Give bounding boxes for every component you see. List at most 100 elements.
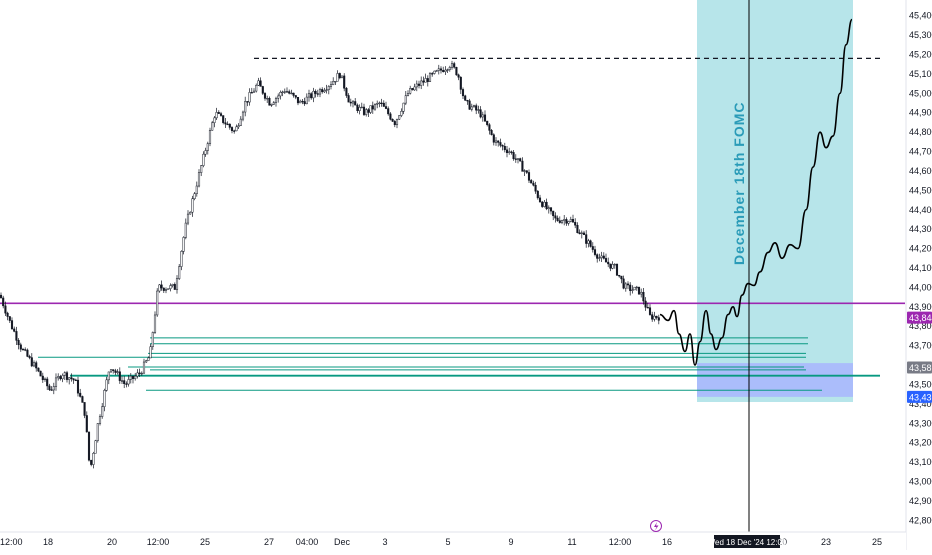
candle-body xyxy=(17,340,20,346)
candle-body xyxy=(380,102,383,104)
price-axis[interactable]: 42,800 42,900 43,000 43,100 43,200 43,300 43,4… xyxy=(905,0,932,550)
lightning-icon-bolt xyxy=(654,522,659,531)
candle-body xyxy=(189,211,192,215)
candle-body xyxy=(123,380,126,384)
candle-body xyxy=(578,232,581,235)
candle-body xyxy=(552,210,555,217)
candle-body xyxy=(274,98,278,103)
candle-body xyxy=(384,106,388,109)
candle-body xyxy=(120,380,124,382)
price-axis-bg xyxy=(906,0,932,550)
price-tick-label: 45,000 xyxy=(909,88,932,98)
price-tick-label: 43,400 xyxy=(909,399,932,409)
candle-body xyxy=(376,103,379,105)
candle-body xyxy=(118,371,121,381)
candle-body xyxy=(576,224,579,233)
candle-body xyxy=(171,284,174,286)
candle-body xyxy=(63,372,66,376)
candle-body xyxy=(365,109,368,115)
candle-body xyxy=(640,291,643,295)
candle-body xyxy=(43,378,47,381)
price-badge xyxy=(907,390,932,403)
time-tick-label: 25 xyxy=(872,537,882,547)
candle-body xyxy=(61,375,64,380)
candles-layer xyxy=(0,60,660,469)
candle-body xyxy=(83,402,86,416)
candle-body xyxy=(389,113,392,120)
candle-body xyxy=(611,264,614,269)
candle-body xyxy=(131,375,135,379)
candle-body xyxy=(409,88,412,94)
candle-body xyxy=(358,106,361,111)
candle-body xyxy=(327,86,330,90)
candle-body xyxy=(21,348,25,351)
candle-body xyxy=(503,146,506,151)
candle-body xyxy=(411,88,414,91)
candle-body xyxy=(477,109,480,111)
time-tick-label: 12:00 xyxy=(147,537,170,547)
candle-body xyxy=(567,221,570,224)
candle-body xyxy=(175,278,179,290)
candle-body xyxy=(497,140,500,143)
time-tick-label: 20 xyxy=(777,537,787,547)
candle-body xyxy=(448,67,451,70)
candle-body xyxy=(272,102,275,105)
candle-body xyxy=(169,285,172,289)
candle-body xyxy=(167,288,170,290)
candle-body xyxy=(314,90,317,94)
candle-body xyxy=(332,81,335,85)
price-tick-label: 44,500 xyxy=(909,185,932,195)
price-tick-label: 42,900 xyxy=(909,496,932,506)
candle-body xyxy=(285,91,289,93)
candle-body xyxy=(283,91,286,93)
candle-body xyxy=(208,130,212,144)
candle-body xyxy=(248,92,251,103)
candle-body xyxy=(149,346,152,359)
candle-body xyxy=(527,172,531,181)
zones-layer xyxy=(697,0,853,402)
time-tick-label: 16 xyxy=(662,537,672,547)
candle-body xyxy=(530,180,533,184)
time-axis[interactable]: 12:00 18 20 12:00 25 27 04:00 Dec 3 5 9 11 12:00 16 20… xyxy=(0,531,906,550)
candle-body xyxy=(103,390,106,407)
candle-body xyxy=(156,290,159,316)
candle-body xyxy=(222,115,225,123)
price-tick-label: 45,200 xyxy=(909,50,932,60)
price-badge-label: 43,587 xyxy=(909,363,932,373)
candle-body xyxy=(90,459,93,465)
candle-body xyxy=(266,98,269,100)
time-tick-label: 20 xyxy=(107,537,117,547)
candle-body xyxy=(193,193,196,199)
candle-body xyxy=(609,263,612,269)
candle-body xyxy=(76,379,80,394)
candle-body xyxy=(116,371,119,373)
candle-body xyxy=(112,369,115,371)
time-tick-label: Dec xyxy=(334,537,351,547)
price-tick-label: 44,100 xyxy=(909,263,932,273)
candle-body xyxy=(582,232,586,235)
candle-body xyxy=(437,68,440,71)
candle-body xyxy=(184,222,187,238)
candle-body xyxy=(629,284,632,291)
candle-body xyxy=(224,122,227,125)
candle-body xyxy=(483,114,487,122)
lightning-icon[interactable] xyxy=(650,520,662,532)
candle-body xyxy=(492,134,495,143)
candle-body xyxy=(545,201,548,210)
candle-body xyxy=(519,158,522,162)
candle-body xyxy=(642,291,645,302)
candle-body xyxy=(367,109,370,113)
candle-body xyxy=(15,331,18,341)
candle-body xyxy=(142,361,146,374)
candle-body xyxy=(589,240,592,247)
price-badge xyxy=(907,361,932,374)
candle-body xyxy=(129,375,132,380)
candle-body xyxy=(494,140,498,143)
candle-body xyxy=(81,396,84,403)
candle-body xyxy=(270,104,273,106)
candle-body xyxy=(68,377,71,380)
candle-body xyxy=(19,344,22,350)
candle-body xyxy=(294,95,297,98)
